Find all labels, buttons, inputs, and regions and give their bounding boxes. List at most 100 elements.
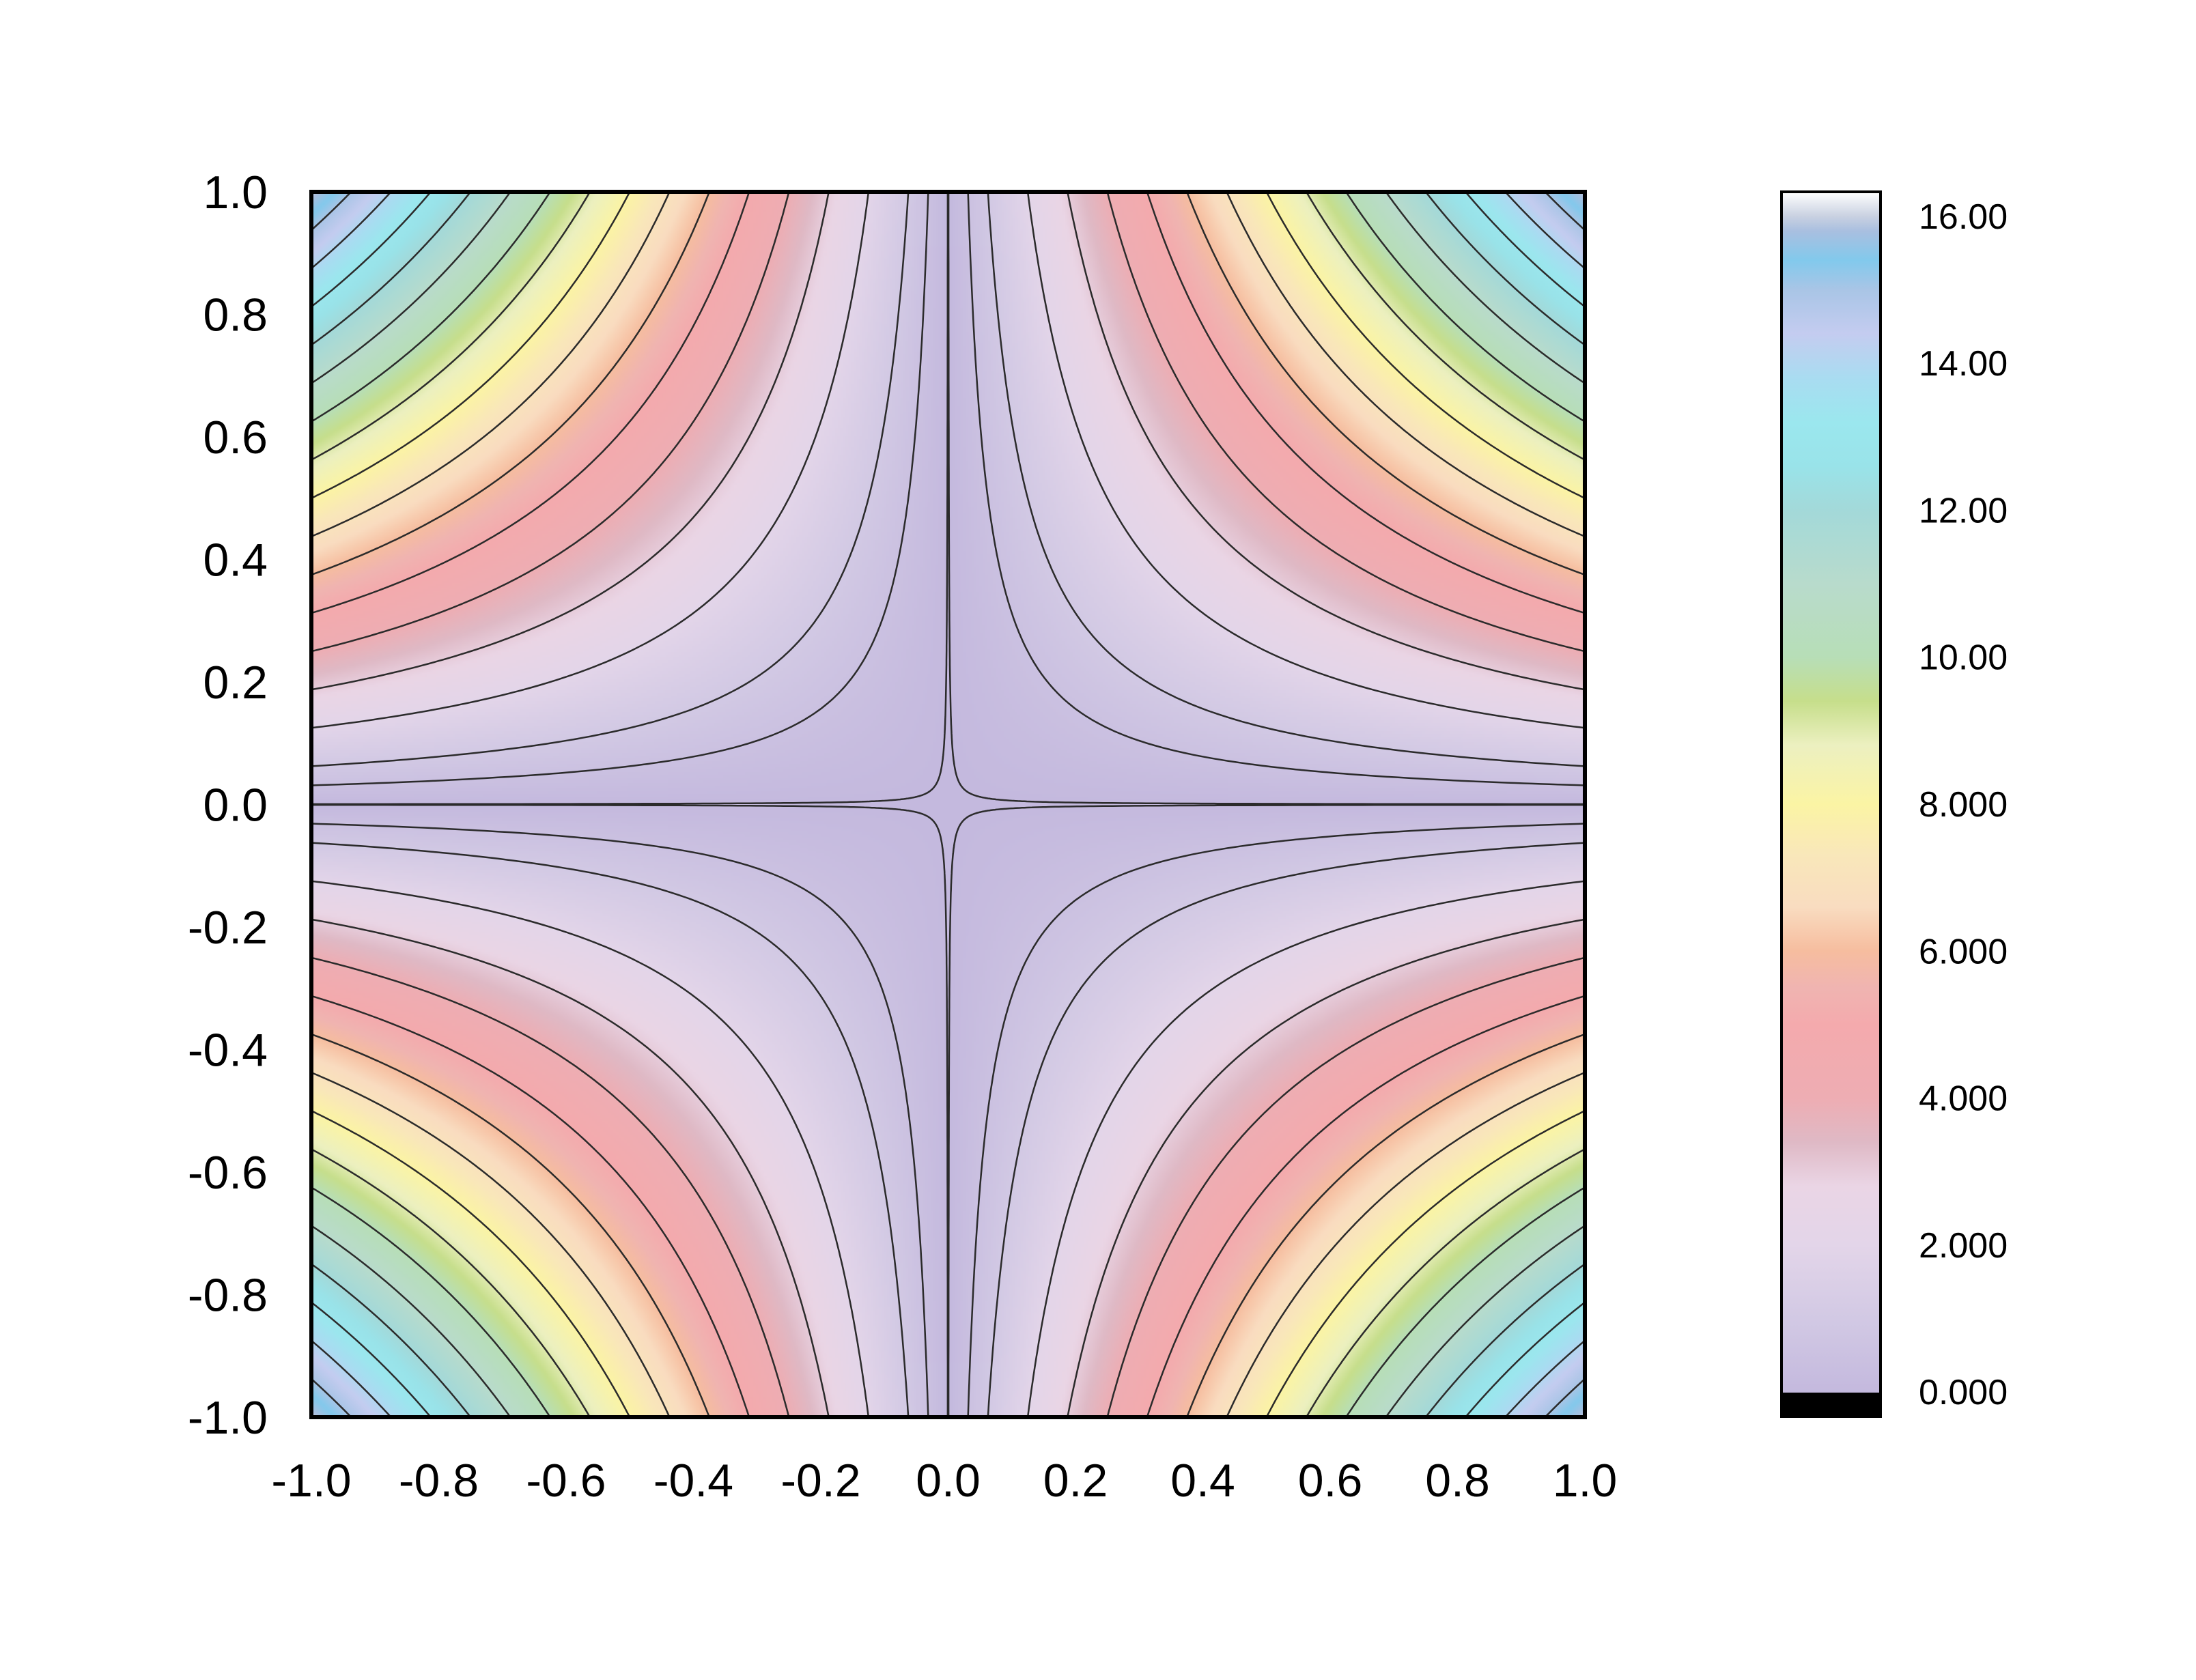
contour-line-15 bbox=[311, 192, 352, 231]
colorbar-ticks: 16.00 14.00 12.00 10.00 8.000 6.000 4.000 2.000… bbox=[1919, 197, 2008, 1412]
contour-line-2 bbox=[1026, 880, 1585, 1417]
contour-line-6 bbox=[311, 1033, 710, 1417]
y-tick-label: -0.4 bbox=[188, 1025, 268, 1077]
colorbar-gradient bbox=[1782, 192, 1881, 1416]
contour-line-15 bbox=[1544, 192, 1585, 231]
contour-line-4 bbox=[311, 956, 790, 1417]
contour-line-13 bbox=[1465, 192, 1585, 308]
contour-line-1 bbox=[311, 192, 910, 767]
contour-line-12 bbox=[1424, 1263, 1585, 1417]
x-tick-label: -1.0 bbox=[271, 1455, 351, 1507]
colorbar-tick-label: 6.000 bbox=[1919, 932, 2008, 971]
contour-line-2 bbox=[311, 880, 870, 1417]
y-tick-label: 0.0 bbox=[203, 780, 268, 831]
colorbar-tick-label: 0.000 bbox=[1919, 1373, 2008, 1412]
contour-line-11 bbox=[311, 1225, 511, 1417]
colorbar: 16.00 14.00 12.00 10.00 8.000 6.000 4.000 2.000… bbox=[1780, 190, 2008, 1418]
contour-line-5 bbox=[311, 995, 750, 1417]
contour-line-8 bbox=[1265, 1110, 1585, 1417]
y-tick-label: 1.0 bbox=[203, 167, 268, 218]
contour-line-0.01 bbox=[947, 192, 1585, 806]
contour-line-14 bbox=[311, 192, 392, 270]
y-axis: 1.0 0.8 0.6 0.4 0.2 0.0 -0.2 -0.4 -0.6 -0.8 -1.0 bbox=[188, 167, 268, 1444]
colorbar-tick-label: 10.00 bbox=[1919, 638, 2008, 678]
colorbar-frame bbox=[1780, 190, 1882, 1418]
y-tick-label: 0.8 bbox=[203, 289, 268, 341]
contour-line-4 bbox=[1106, 192, 1585, 653]
x-tick-label: 0.8 bbox=[1425, 1455, 1490, 1507]
y-tick-label: 0.6 bbox=[203, 412, 268, 464]
colorbar-tick-label: 14.00 bbox=[1919, 344, 2008, 384]
colorbar-tick-label: 12.00 bbox=[1919, 491, 2008, 530]
contour-line-9 bbox=[1305, 1148, 1585, 1417]
contour-line-0.01 bbox=[311, 192, 949, 806]
contour-line-1 bbox=[987, 192, 1585, 767]
contour-line-10 bbox=[311, 192, 551, 423]
contour-line-14 bbox=[1504, 192, 1585, 270]
contour-line-15 bbox=[311, 1378, 352, 1417]
contour-line-5 bbox=[311, 192, 750, 614]
colorbar-tick-label: 16.00 bbox=[1919, 197, 2008, 237]
contour-line-6 bbox=[1186, 1033, 1585, 1417]
contour-line-13 bbox=[311, 1301, 432, 1417]
contour-line-14 bbox=[1504, 1339, 1585, 1417]
x-tick-label: -0.4 bbox=[653, 1455, 733, 1507]
contour-line-3 bbox=[1067, 918, 1585, 1417]
contour-line-13 bbox=[311, 192, 432, 308]
contour-line-3 bbox=[1067, 192, 1585, 691]
contour-line-9 bbox=[311, 192, 591, 461]
contour-line-3 bbox=[311, 192, 830, 691]
x-tick-label: 0.4 bbox=[1170, 1455, 1235, 1507]
plot-area bbox=[309, 190, 1587, 1419]
x-axis: -1.0 -0.8 -0.6 -0.4 -0.2 0.0 0.2 0.4 0.6 0.8 1.0 bbox=[271, 1455, 1617, 1507]
plot-frame bbox=[309, 190, 1587, 1419]
contour-line-1 bbox=[311, 842, 910, 1417]
x-tick-label: 0.2 bbox=[1043, 1455, 1108, 1507]
contour-line-0.01 bbox=[311, 803, 949, 1417]
contour-line-13 bbox=[1465, 1301, 1585, 1417]
contour-line-12 bbox=[1424, 192, 1585, 346]
contour-line-8 bbox=[1265, 192, 1585, 499]
contour-line-2 bbox=[311, 192, 870, 729]
colorbar-tick-label: 2.000 bbox=[1919, 1226, 2008, 1266]
contour-line-11 bbox=[1385, 192, 1585, 384]
contour-line-7 bbox=[1226, 1072, 1585, 1417]
contour-line-12 bbox=[311, 192, 472, 346]
contour-line-14 bbox=[311, 1339, 392, 1417]
contour-line-9 bbox=[1305, 192, 1585, 461]
contour-line-6 bbox=[311, 192, 710, 576]
y-tick-label: -1.0 bbox=[188, 1392, 268, 1444]
contour-line-6 bbox=[1186, 192, 1585, 576]
contour-lines bbox=[311, 192, 1585, 1417]
x-tick-label: -0.8 bbox=[399, 1455, 479, 1507]
contour-line-11 bbox=[311, 192, 511, 384]
contour-line-9 bbox=[311, 1148, 591, 1417]
contour-line-2 bbox=[1026, 192, 1585, 729]
contour-line-10 bbox=[1345, 192, 1585, 423]
contour-line-10 bbox=[1345, 1186, 1585, 1417]
x-tick-label: -0.6 bbox=[526, 1455, 606, 1507]
x-tick-label: 1.0 bbox=[1553, 1455, 1618, 1507]
contour-line-8 bbox=[311, 1110, 631, 1417]
contour-line-7 bbox=[311, 192, 671, 537]
contour-line-1 bbox=[987, 842, 1585, 1417]
contour-line-0.01 bbox=[947, 803, 1585, 1417]
contour-line-4 bbox=[1106, 956, 1585, 1417]
contour-line-3 bbox=[311, 918, 830, 1417]
contour-line-7 bbox=[1226, 192, 1585, 537]
y-tick-label: -0.6 bbox=[188, 1147, 268, 1199]
contour-line-12 bbox=[311, 1263, 472, 1417]
y-tick-label: -0.2 bbox=[188, 902, 268, 954]
x-tick-label: 0.0 bbox=[916, 1455, 981, 1507]
contour-line-0.5 bbox=[967, 192, 1585, 786]
contour-line-11 bbox=[1385, 1225, 1585, 1417]
contour-line-7 bbox=[311, 1072, 671, 1417]
contour-line-8 bbox=[311, 192, 631, 499]
y-tick-label: -0.8 bbox=[188, 1270, 268, 1322]
colorbar-tick-label: 4.000 bbox=[1919, 1079, 2008, 1119]
y-tick-label: 0.4 bbox=[203, 535, 268, 586]
contour-line-5 bbox=[1146, 192, 1585, 614]
contour-line-15 bbox=[1544, 1378, 1585, 1417]
contour-line-0.5 bbox=[967, 823, 1585, 1417]
